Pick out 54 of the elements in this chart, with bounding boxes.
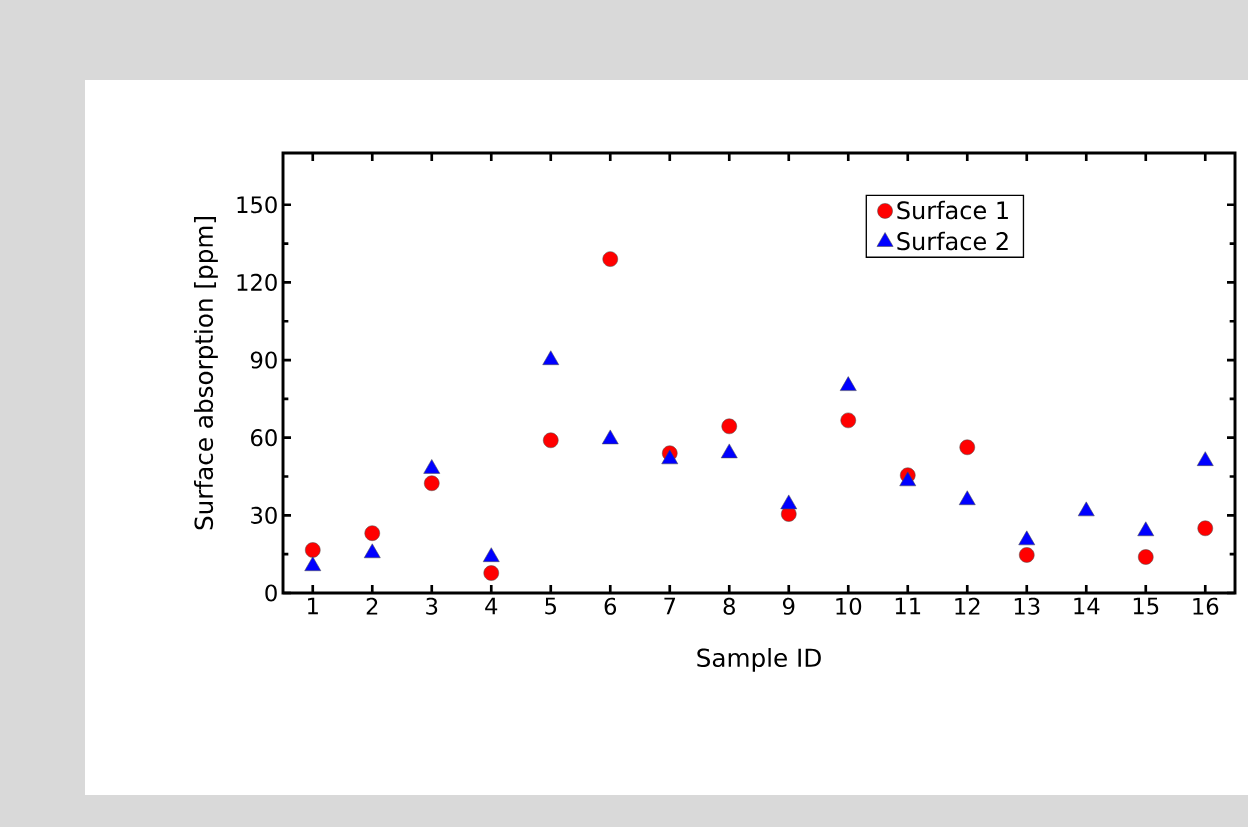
point	[304, 556, 322, 571]
point	[899, 471, 917, 487]
point	[482, 547, 500, 562]
point	[1138, 549, 1154, 565]
x-tick-label: 12	[955, 597, 980, 615]
x-tick-label: 7	[664, 597, 676, 615]
y-tick-label: 60	[251, 429, 277, 447]
y-tick-label: 90	[250, 351, 277, 369]
point	[364, 525, 380, 541]
point	[1019, 547, 1035, 563]
point	[720, 443, 738, 459]
x-tick-label: 13	[1014, 597, 1040, 615]
x-tick-label: 8	[723, 597, 735, 615]
point	[542, 350, 560, 365]
legend-label: Surface 2	[897, 231, 1008, 251]
point	[839, 376, 857, 391]
point	[602, 251, 618, 267]
point	[958, 490, 976, 506]
point	[959, 439, 975, 455]
y-tick-label: 120	[237, 273, 277, 291]
point	[780, 494, 798, 510]
point	[721, 418, 737, 435]
point	[305, 542, 321, 558]
x-tick-label: 5	[545, 597, 556, 615]
x-tick-label: 3	[426, 597, 438, 615]
point	[363, 543, 381, 559]
point	[424, 475, 440, 491]
x-tick-label: 16	[1193, 597, 1219, 615]
point	[1137, 521, 1155, 537]
x-tick-label: 15	[1133, 597, 1159, 615]
point	[1197, 520, 1213, 537]
x-tick-label: 11	[895, 597, 921, 615]
point	[601, 429, 619, 445]
point	[840, 412, 856, 429]
point	[1077, 501, 1095, 517]
x-tick-label: 4	[485, 597, 498, 615]
y-axis-title: Surface absorption [ppm]	[193, 217, 218, 530]
point	[483, 565, 499, 581]
point	[543, 432, 559, 449]
point	[661, 449, 679, 465]
x-axis-title: Sample ID	[697, 647, 821, 672]
y-tick-label: 0	[265, 584, 277, 602]
point	[1018, 530, 1036, 546]
x-tick-label: 9	[782, 597, 795, 615]
x-tick-label: 10	[836, 597, 862, 615]
legend-label: Surface 1	[897, 200, 1008, 220]
x-tick-label: 14	[1074, 597, 1100, 615]
x-tick-label: 2	[366, 597, 378, 615]
point	[1196, 451, 1214, 466]
point	[423, 459, 441, 474]
x-tick-label: 6	[604, 597, 617, 615]
y-tick-label: 150	[237, 196, 277, 214]
x-tick-label: 1	[308, 597, 318, 615]
y-tick-label: 30	[251, 506, 277, 524]
